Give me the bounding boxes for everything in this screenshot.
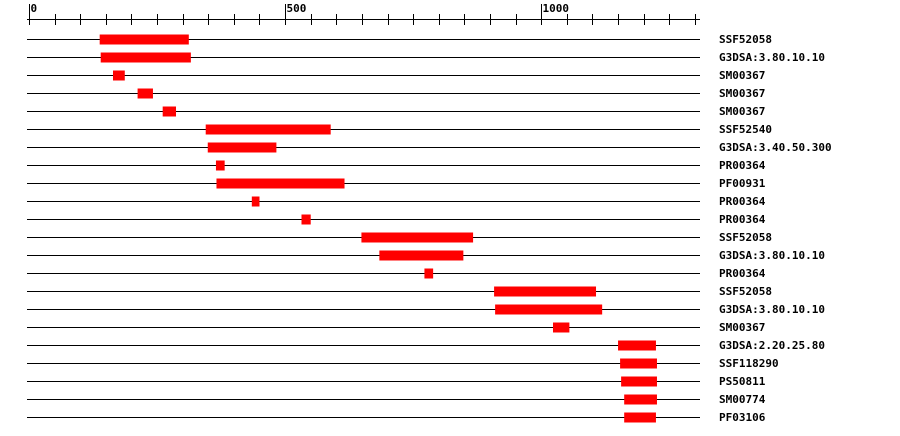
row-label: PF00931 (719, 177, 766, 190)
row-label: G3DSA:3.80.10.10 (719, 51, 825, 64)
row-label: SSF52058 (719, 285, 772, 298)
row-label: G3DSA:3.40.50.300 (719, 141, 832, 154)
row-label: G3DSA:2.20.25.80 (719, 339, 825, 352)
domain-bar (624, 412, 656, 423)
x-tick-label: 0 (31, 2, 38, 15)
row-label: SM00367 (719, 87, 765, 100)
row-label: SSF52058 (719, 231, 772, 244)
row-label: G3DSA:3.80.10.10 (719, 303, 825, 316)
row-label: SM00367 (719, 321, 765, 334)
domain-bar (361, 232, 474, 243)
row-label: PR00364 (719, 213, 766, 226)
domain-bar (624, 394, 657, 405)
domain-bar (113, 70, 125, 81)
domain-bar (205, 124, 331, 135)
row-label: PS50811 (719, 375, 766, 388)
domain-bar (100, 52, 191, 63)
domain-bar (494, 286, 597, 297)
domain-bar (621, 376, 657, 387)
domain-bar (251, 196, 260, 207)
domain-bar (99, 34, 189, 45)
domain-bar (137, 88, 153, 99)
row-label: G3DSA:3.80.10.10 (719, 249, 825, 262)
domain-bar (552, 322, 570, 333)
row-label: PR00364 (719, 195, 766, 208)
x-tick-label: 500 (287, 2, 307, 15)
domain-bar (162, 106, 177, 117)
row-label: PF03106 (719, 411, 766, 424)
domain-bar (618, 340, 656, 351)
x-tick-label: 1000 (543, 2, 570, 15)
row-label: SM00367 (719, 105, 765, 118)
row-label: SSF118290 (719, 357, 779, 370)
domain-bar (379, 250, 464, 261)
domain-bar (207, 142, 277, 153)
row-label: SSF52540 (719, 123, 772, 136)
domain-bar (495, 304, 603, 315)
domain-bar (620, 358, 657, 369)
row-label: SSF52058 (719, 33, 772, 46)
domain-bar (424, 268, 434, 279)
row-label: PR00364 (719, 267, 766, 280)
row-label: PR00364 (719, 159, 766, 172)
domain-bar (301, 214, 311, 225)
domain-bar (215, 160, 225, 171)
row-label: SM00774 (719, 393, 766, 406)
domain-bar (216, 178, 345, 189)
row-label: SM00367 (719, 69, 765, 82)
